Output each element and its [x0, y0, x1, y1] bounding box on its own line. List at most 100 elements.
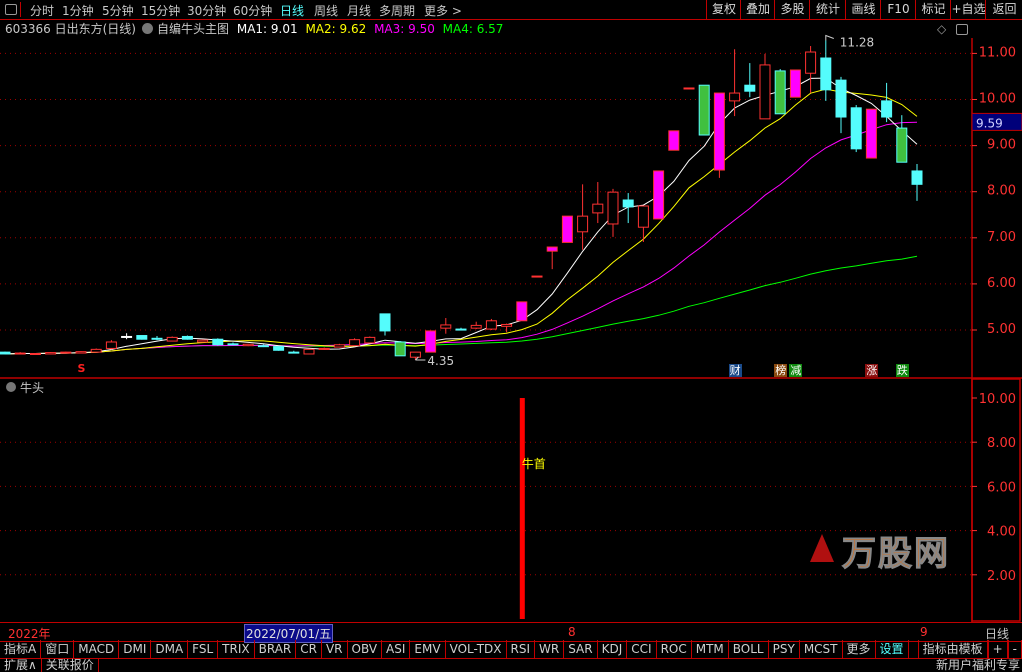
toolbar-button[interactable]: F10: [880, 0, 916, 19]
chart-canvas[interactable]: 11.00 10.00 9.00 8.00 7.00 6.00 5.00 11.28 4.35 9…: [0, 0, 1022, 622]
indicator-tab[interactable]: 窗口: [41, 640, 75, 658]
candle[interactable]: [75, 351, 87, 354]
candle[interactable]: [789, 69, 801, 98]
candle[interactable]: [227, 342, 239, 346]
candle[interactable]: [501, 323, 513, 333]
candle[interactable]: [166, 336, 178, 342]
panel-toggle-icon[interactable]: [3, 2, 21, 17]
candle[interactable]: [45, 352, 57, 355]
diamond-icon[interactable]: ◇: [937, 22, 947, 36]
candle[interactable]: [485, 318, 497, 330]
candle[interactable]: [607, 188, 619, 237]
promo-link[interactable]: 新用户福利专享: [936, 658, 1021, 672]
indicator-right-tab[interactable]: -: [1007, 640, 1022, 658]
period-tab[interactable]: 月线: [347, 4, 372, 18]
indicator-tab[interactable]: MCST: [800, 640, 843, 658]
period-tab[interactable]: 多周期: [379, 4, 416, 18]
candle[interactable]: [14, 352, 26, 355]
candle[interactable]: [440, 318, 452, 334]
toolbar-button[interactable]: 多股: [774, 0, 810, 19]
sidebar-toggle-icon[interactable]: [956, 24, 968, 35]
candle[interactable]: [850, 105, 862, 153]
period-tab[interactable]: 分时: [30, 4, 55, 18]
candle[interactable]: [29, 353, 41, 356]
indicator-tab[interactable]: EMV: [410, 640, 446, 658]
candle[interactable]: [668, 130, 680, 151]
toolbar-button[interactable]: 统计: [809, 0, 846, 19]
indicator-tab[interactable]: KDJ: [598, 640, 628, 658]
indicator-tab[interactable]: 指标A: [0, 640, 42, 658]
indicator-tab[interactable]: RSI: [507, 640, 536, 658]
candle[interactable]: [577, 184, 589, 250]
toolbar-button[interactable]: 返回: [985, 0, 1022, 19]
candle[interactable]: [896, 115, 908, 163]
candle[interactable]: [197, 339, 209, 343]
toolbar-button[interactable]: 画线: [845, 0, 881, 19]
candle[interactable]: [379, 313, 391, 336]
candle[interactable]: [729, 49, 741, 117]
indicator-tab[interactable]: 设置: [876, 640, 909, 658]
indicator-tab[interactable]: FSL: [188, 640, 219, 658]
candle[interactable]: [531, 275, 543, 278]
indicator-tab[interactable]: OBV: [348, 640, 383, 658]
candle[interactable]: [455, 327, 467, 331]
indicator-tab[interactable]: WR: [535, 640, 565, 658]
candle[interactable]: [622, 193, 634, 224]
candle[interactable]: [653, 170, 665, 220]
candle[interactable]: [318, 347, 330, 350]
candle[interactable]: [759, 53, 771, 120]
candle[interactable]: [288, 350, 300, 354]
dropdown-circle-icon[interactable]: [142, 23, 153, 34]
candle[interactable]: [683, 87, 695, 90]
period-tab[interactable]: 1分钟: [62, 4, 94, 18]
period-tab[interactable]: 更多 >: [424, 4, 462, 18]
candle[interactable]: [470, 321, 482, 330]
period-tab[interactable]: 30分钟: [187, 4, 227, 18]
candle[interactable]: [90, 348, 102, 353]
candle[interactable]: [121, 333, 133, 340]
indicator-tab[interactable]: DMA: [151, 640, 189, 658]
candle[interactable]: [303, 348, 315, 355]
candle[interactable]: [425, 330, 437, 353]
period-tab[interactable]: 15分钟: [141, 4, 181, 18]
expand-button[interactable]: 扩展∧: [0, 659, 42, 672]
toolbar-button[interactable]: 标记: [915, 0, 951, 19]
indicator-tab[interactable]: CCI: [627, 640, 657, 658]
candle[interactable]: [60, 351, 72, 354]
candle[interactable]: [911, 164, 923, 201]
indicator-tab[interactable]: SAR: [564, 640, 598, 658]
candle[interactable]: [713, 92, 725, 178]
toolbar-button[interactable]: +自选: [950, 0, 986, 19]
candle[interactable]: [136, 335, 148, 340]
indicator-right-tab[interactable]: +: [987, 640, 1008, 658]
candle[interactable]: [151, 335, 163, 341]
indicator-tab[interactable]: BRAR: [255, 640, 297, 658]
indicator-tab[interactable]: 更多: [843, 640, 876, 658]
indicator-tab[interactable]: ASI: [382, 640, 411, 658]
related-quotes-button[interactable]: 关联报价: [42, 659, 99, 672]
candle[interactable]: [349, 338, 361, 347]
period-tab[interactable]: 60分钟: [233, 4, 273, 18]
candle[interactable]: [637, 205, 649, 242]
indicator-tab[interactable]: BOLL: [729, 640, 769, 658]
candle[interactable]: [394, 341, 406, 357]
formula-name[interactable]: 自编牛头主图: [157, 22, 230, 36]
candle[interactable]: [835, 76, 847, 134]
period-tab[interactable]: 5分钟: [102, 4, 134, 18]
indicator-tab[interactable]: VR: [322, 640, 348, 658]
candle[interactable]: [516, 301, 528, 322]
candle[interactable]: [592, 182, 604, 224]
indicator-right-tab[interactable]: 指标由模板: [917, 640, 988, 658]
candle[interactable]: [805, 46, 817, 94]
candle[interactable]: [561, 215, 573, 243]
period-tab[interactable]: 周线: [314, 4, 339, 18]
candle[interactable]: [881, 82, 893, 123]
candle[interactable]: [105, 340, 117, 350]
indicator-tab[interactable]: VOL-TDX: [446, 640, 507, 658]
candle[interactable]: [865, 108, 877, 159]
indicator-tab[interactable]: ROC: [657, 640, 692, 658]
candle[interactable]: [273, 346, 285, 351]
candle[interactable]: [364, 336, 376, 344]
indicator-tab[interactable]: TRIX: [218, 640, 255, 658]
candle[interactable]: [820, 40, 832, 101]
